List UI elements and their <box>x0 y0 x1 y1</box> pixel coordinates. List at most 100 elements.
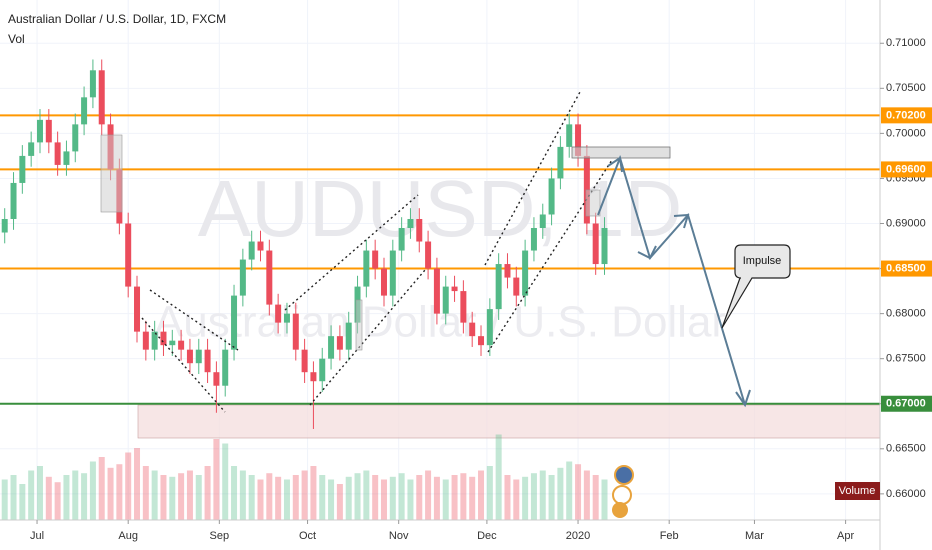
y-tick-label: 0.66500 <box>886 443 926 455</box>
candle-body <box>222 349 229 386</box>
volume-bar <box>451 475 458 520</box>
volume-bar <box>301 470 308 520</box>
x-tick-label: Feb <box>660 530 679 542</box>
candle-body <box>213 372 220 386</box>
event-icon[interactable] <box>614 465 634 485</box>
level-badge <box>881 107 932 124</box>
y-tick-label: 0.70500 <box>886 82 926 94</box>
candle-body <box>478 336 485 346</box>
candle-body <box>442 286 449 314</box>
volume-bar <box>125 452 132 520</box>
candle-body <box>557 146 564 179</box>
candle-body <box>63 151 70 165</box>
box <box>585 189 601 217</box>
volume-bar <box>372 475 379 520</box>
watermark: AUDUSD, 1D <box>198 164 683 253</box>
arrow-head <box>673 213 690 229</box>
volume-bar <box>539 470 546 520</box>
y-tick-label: 0.70000 <box>886 127 926 139</box>
watermark-sub: Australian Dollar / U.S. Dollar <box>154 298 726 347</box>
candle-body <box>160 331 167 346</box>
volume-bar <box>63 475 70 520</box>
volume-bar <box>45 476 52 520</box>
candle-body <box>319 358 326 382</box>
volume-bar <box>151 470 158 520</box>
candle-body <box>363 250 370 287</box>
level-badge <box>881 161 932 178</box>
level-badge <box>881 395 932 412</box>
level-label: 0.68500 <box>886 262 926 274</box>
channel-line <box>284 194 419 311</box>
volume-bar <box>495 434 502 520</box>
volume-bar <box>160 475 167 520</box>
candle-body <box>301 349 308 373</box>
arrow-head <box>637 245 657 260</box>
candle-body <box>336 336 343 350</box>
x-tick-label: Nov <box>389 530 409 542</box>
level-label: 0.69600 <box>886 163 926 175</box>
volume-badge <box>835 482 880 500</box>
candle-body <box>98 70 105 125</box>
candle-body <box>10 182 17 219</box>
volume-bar <box>266 473 273 520</box>
candle-body <box>204 349 211 373</box>
candle-body <box>142 331 149 350</box>
volume-bar <box>345 476 352 520</box>
volume-bar <box>204 466 211 520</box>
level-label: 0.67000 <box>886 398 926 410</box>
candle-body <box>151 331 158 350</box>
candle-body <box>425 241 432 269</box>
volume-bar <box>389 476 396 520</box>
volume-bar <box>319 475 326 520</box>
volume-bar <box>486 466 493 520</box>
candle-body <box>292 313 299 350</box>
volume-bar <box>310 466 317 520</box>
volume-bar <box>442 479 449 520</box>
chart-subtitle: Vol <box>8 32 25 46</box>
volume-bar <box>54 482 61 520</box>
candle-body <box>548 178 555 215</box>
volume-bar <box>169 476 176 520</box>
volume-bar <box>433 476 440 520</box>
event-icon[interactable] <box>612 502 628 518</box>
volume-bar <box>601 479 608 520</box>
candle-body <box>231 295 238 350</box>
candle-body <box>601 228 608 265</box>
candle-body <box>134 286 141 332</box>
volume-bar <box>328 479 335 520</box>
x-tick-label: Sep <box>210 530 230 542</box>
volume-bar <box>592 475 599 520</box>
volume-bar <box>363 470 370 520</box>
x-tick-label: Oct <box>299 530 316 542</box>
volume-bar <box>19 484 26 520</box>
volume-bar <box>222 443 229 520</box>
candle-body <box>186 349 193 364</box>
volume-bar <box>1 479 8 520</box>
chart-title: Australian Dollar / U.S. Dollar, 1D, FXC… <box>8 12 226 26</box>
volume-bar <box>231 466 238 520</box>
y-tick-label: 0.69000 <box>886 217 926 229</box>
volume-bar <box>548 475 555 520</box>
candle-body <box>178 340 185 350</box>
y-tick-label: 0.66000 <box>886 488 926 500</box>
candle-body <box>125 223 132 287</box>
candle-body <box>592 223 599 265</box>
candle-body <box>28 142 35 156</box>
candle-body <box>275 304 282 323</box>
x-tick-label: Dec <box>477 530 497 542</box>
volume-bar <box>425 470 432 520</box>
candle-body <box>328 336 335 359</box>
candle-body <box>495 264 502 310</box>
candle-body <box>36 119 43 143</box>
event-icon[interactable] <box>612 485 632 505</box>
volume-bar <box>292 475 299 520</box>
volume-bar <box>478 470 485 520</box>
box <box>571 146 671 159</box>
level-label: 0.70200 <box>886 109 926 121</box>
level-badge <box>881 260 932 277</box>
candle-body <box>389 250 396 296</box>
candle-body <box>89 70 96 98</box>
candle-body <box>81 97 88 125</box>
candle-body <box>416 218 423 242</box>
candle-body <box>266 250 273 305</box>
